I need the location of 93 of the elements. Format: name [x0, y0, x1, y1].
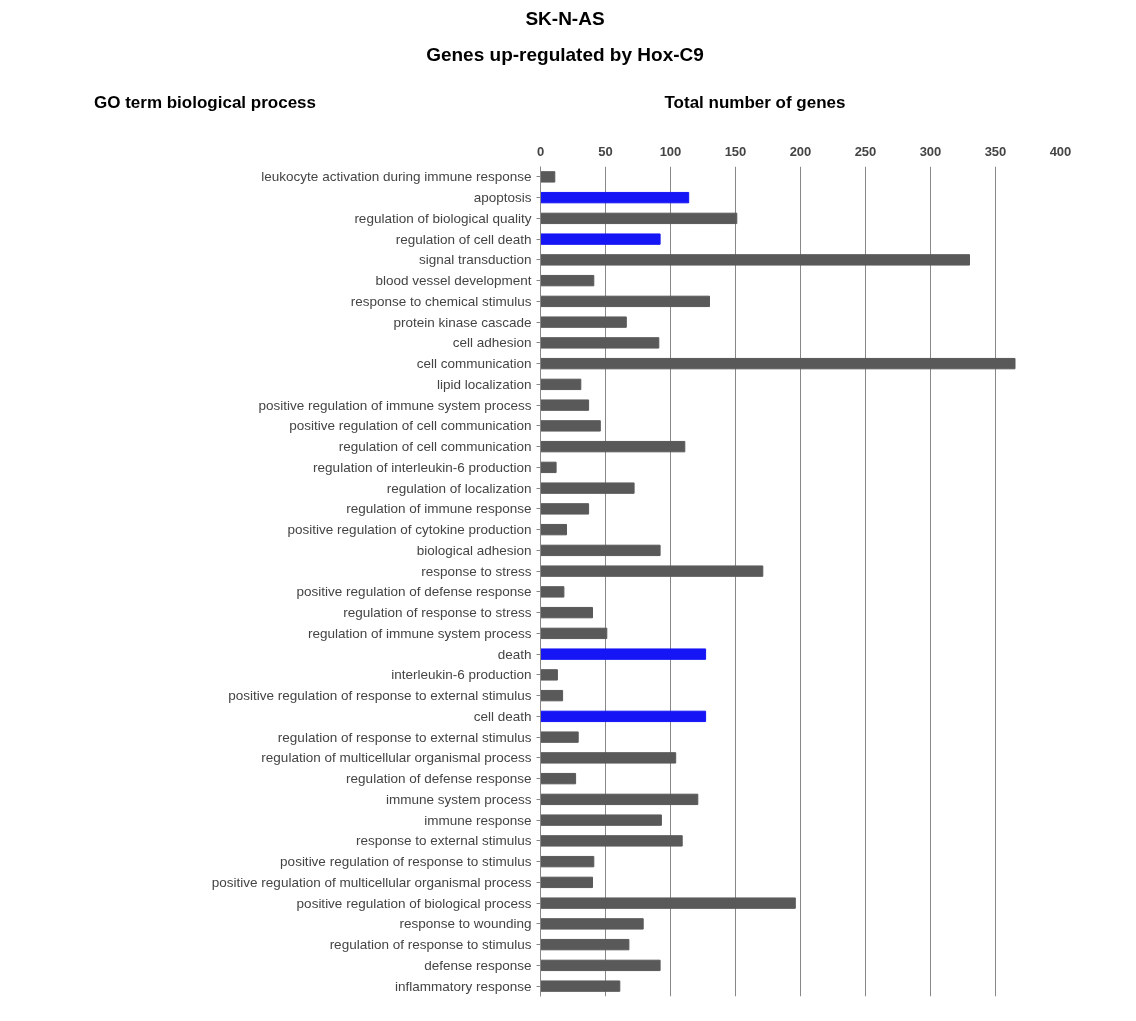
y-tick-label: response to wounding — [399, 916, 532, 932]
bar — [540, 669, 558, 681]
x-tick-label: 250 — [854, 143, 877, 159]
y-tick-label: interleukin-6 production — [391, 667, 532, 683]
bar — [540, 233, 661, 245]
chart-title: SK-N-AS — [525, 7, 605, 31]
bar — [540, 565, 764, 577]
bar — [540, 295, 710, 308]
y-tick-label: regulation of cell communication — [338, 439, 532, 455]
y-tick-label: positive regulation of biological process — [296, 895, 532, 911]
y-tick-label: regulation of response to stimulus — [329, 937, 532, 953]
y-tick-label: regulation of multicellular organismal process — [261, 750, 532, 766]
bar — [540, 337, 660, 349]
x-tick-label: 200 — [789, 143, 812, 159]
x-tick-label: 150 — [724, 143, 747, 159]
y-tick-label: positive regulation of response to external stimulus — [228, 688, 532, 704]
y-tick-label: regulation of immune response — [346, 501, 532, 517]
bar — [540, 959, 661, 972]
y-tick-label: regulation of biological quality — [354, 210, 532, 226]
y-tick-label: protein kinase cascade — [393, 314, 532, 330]
x-axis-title: Total number of genes — [664, 92, 846, 114]
bar — [540, 378, 582, 391]
x-tick-label: 300 — [919, 143, 942, 159]
bar — [540, 772, 577, 785]
bar — [540, 918, 644, 930]
bar — [540, 648, 707, 660]
bar — [540, 171, 556, 183]
y-tick-label: cell communication — [416, 356, 532, 372]
bar — [540, 793, 699, 806]
chart-subtitle: Genes up-regulated by Hox-C9 — [426, 43, 704, 67]
y-tick-label: apoptosis — [473, 190, 532, 206]
x-tick-label: 400 — [1049, 143, 1072, 159]
bar — [540, 855, 595, 868]
bar — [540, 420, 601, 432]
bar — [540, 523, 567, 536]
bar — [540, 606, 593, 619]
bar — [540, 357, 1016, 370]
y-tick-label: regulation of localization — [386, 480, 532, 496]
y-tick-label: response to stress — [421, 563, 532, 579]
y-tick-label: positive regulation of defense response — [296, 584, 532, 600]
bar — [540, 482, 635, 494]
y-tick-label: regulation of cell death — [395, 231, 532, 247]
bar — [540, 461, 557, 474]
y-tick-label: positive regulation of response to stimulus — [280, 854, 532, 870]
y-tick-label: regulation of interleukin-6 production — [313, 459, 532, 475]
bar — [540, 503, 590, 515]
bar — [540, 876, 593, 889]
y-tick-label: regulation of response to stress — [343, 605, 532, 621]
y-tick-label: lipid localization — [436, 376, 532, 392]
y-tick-label: positive regulation of immune system process — [258, 397, 532, 413]
y-tick-label: cell death — [473, 708, 532, 724]
bar — [540, 212, 738, 225]
y-tick-label: positive regulation of multicellular organismal process — [211, 874, 532, 890]
y-axis-title: GO term biological process — [93, 92, 316, 114]
bar — [540, 835, 683, 847]
bar — [540, 752, 677, 764]
y-tick-label: regulation of immune system process — [307, 625, 532, 641]
bar — [540, 689, 564, 702]
bar — [540, 440, 686, 453]
y-tick-label: blood vessel development — [375, 273, 532, 289]
y-tick-label: regulation of response to external stimulus — [277, 729, 532, 745]
bar — [540, 938, 630, 951]
y-tick-label: regulation of defense response — [346, 771, 532, 787]
bar — [540, 191, 690, 204]
x-tick-label: 50 — [598, 143, 613, 159]
y-tick-label: response to external stimulus — [355, 833, 532, 849]
x-tick-label: 0 — [536, 143, 545, 159]
bar — [540, 980, 621, 992]
bar — [540, 316, 627, 328]
y-tick-label: positive regulation of cell communication — [289, 418, 532, 434]
bar — [540, 814, 662, 826]
y-tick-label: immune system process — [385, 791, 532, 807]
bar — [540, 544, 661, 557]
bar — [540, 731, 579, 743]
y-tick-label: response to chemical stimulus — [350, 293, 532, 309]
y-tick-label: positive regulation of cytokine production — [287, 522, 532, 538]
bar — [540, 710, 707, 723]
bar — [540, 897, 796, 909]
y-tick-label: immune response — [424, 812, 532, 828]
bar — [540, 254, 970, 266]
y-tick-label: leukocyte activation during immune response — [261, 169, 532, 185]
y-tick-label: inflammatory response — [394, 978, 532, 994]
y-tick-label: defense response — [424, 957, 532, 973]
y-tick-label: signal transduction — [418, 252, 532, 268]
bar — [540, 274, 595, 287]
x-tick-label: 100 — [659, 143, 682, 159]
x-tick-label: 350 — [984, 143, 1007, 159]
y-tick-label: cell adhesion — [452, 335, 532, 351]
bar — [540, 399, 590, 411]
bar — [540, 586, 565, 598]
y-tick-label: death — [497, 646, 532, 662]
y-tick-label: biological adhesion — [416, 542, 532, 558]
bar — [540, 627, 608, 640]
